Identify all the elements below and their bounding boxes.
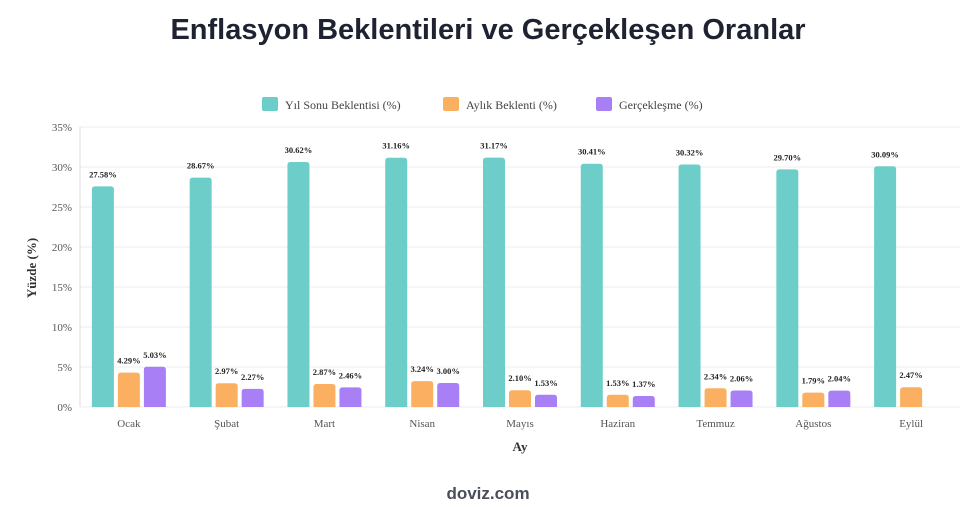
bar — [606, 394, 629, 407]
x-tick-label: Mayıs — [506, 418, 534, 430]
x-axis-title: Ay — [513, 439, 528, 454]
chart-title: Enflasyon Beklentileri ve Gerçekleşen Or… — [170, 14, 806, 46]
legend-label: Aylık Beklenti (%) — [466, 98, 557, 112]
bar — [215, 383, 238, 407]
data-label: 1.53% — [606, 378, 629, 388]
y-tick-label: 5% — [57, 362, 72, 374]
y-tick-label: 20% — [52, 242, 72, 254]
y-axis: 0% 5% 10% 15% 20% 25% 30% 35% — [52, 122, 81, 414]
data-label: 1.53% — [534, 378, 557, 388]
x-tick-label: Ağustos — [795, 418, 831, 430]
bar — [828, 390, 851, 407]
bar — [730, 390, 753, 407]
x-tick-label: Mart — [314, 418, 335, 430]
data-label: 2.46% — [339, 370, 362, 380]
bar — [776, 169, 799, 407]
y-tick-label: 25% — [52, 202, 72, 214]
x-tick-label: Haziran — [600, 418, 635, 430]
data-label: 2.47% — [899, 370, 922, 380]
data-label: 3.24% — [411, 364, 434, 374]
legend-swatch — [443, 97, 459, 111]
data-label: 30.41% — [578, 147, 606, 157]
bar — [874, 166, 897, 407]
legend-label: Yıl Sonu Beklentisi (%) — [285, 98, 401, 112]
bar — [632, 396, 655, 407]
x-tick-label: Eylül — [899, 418, 923, 430]
data-label: 2.10% — [508, 373, 531, 383]
bar — [802, 392, 825, 407]
bar — [189, 177, 212, 407]
data-label: 2.34% — [704, 371, 727, 381]
y-tick-label: 35% — [52, 122, 72, 134]
data-label: 27.58% — [89, 169, 117, 179]
data-label: 31.17% — [480, 141, 508, 151]
x-tick-label: Nisan — [409, 418, 435, 430]
data-label: 2.06% — [730, 374, 753, 384]
data-label: 1.79% — [802, 376, 825, 386]
bar — [385, 157, 408, 407]
y-tick-label: 0% — [57, 402, 72, 414]
x-tick-label: Temmuz — [696, 418, 734, 430]
bar — [509, 390, 531, 407]
bar — [580, 163, 603, 407]
data-label: 31.16% — [382, 141, 410, 151]
x-tick-label: Ocak — [117, 418, 141, 430]
data-label: 30.32% — [676, 147, 704, 157]
source-label: doviz.com — [446, 484, 530, 503]
bar — [704, 388, 727, 407]
y-tick-label: 30% — [52, 162, 72, 174]
data-label: 2.27% — [241, 372, 264, 382]
data-label: 30.09% — [871, 149, 899, 159]
legend-swatch — [262, 97, 278, 111]
bar — [437, 383, 460, 407]
bar — [678, 164, 701, 407]
y-tick-label: 15% — [52, 282, 72, 294]
data-labels: 27.58% 4.29%5.03% 28.67% 2.97%2.27% 30.62% 2.… — [89, 141, 923, 389]
data-label: 4.29% — [117, 356, 140, 366]
bar — [411, 381, 434, 407]
bar — [313, 384, 336, 407]
data-label: 2.87% — [313, 367, 336, 377]
data-label: 5.03% — [143, 350, 166, 360]
bar — [117, 372, 140, 407]
y-axis-title: Yüzde (%) — [24, 238, 39, 298]
bars — [91, 157, 923, 407]
data-label: 28.67% — [187, 161, 215, 171]
x-tick-label: Şubat — [214, 418, 239, 430]
legend: Yıl Sonu Beklentisi (%) Aylık Beklenti (%… — [262, 97, 703, 112]
bar — [339, 387, 362, 407]
data-label: 30.62% — [285, 145, 313, 155]
bar — [91, 186, 114, 407]
legend-swatch — [596, 97, 612, 111]
bar — [287, 162, 310, 407]
data-label: 2.04% — [828, 374, 851, 384]
bar — [535, 394, 557, 407]
data-label: 1.37% — [632, 379, 655, 389]
data-label: 2.97% — [215, 366, 238, 376]
legend-label: Gerçekleşme (%) — [619, 98, 703, 112]
bar — [143, 366, 166, 407]
bar — [241, 388, 264, 407]
data-label: 29.70% — [774, 152, 802, 162]
bar — [483, 157, 505, 407]
bar — [900, 387, 923, 407]
y-tick-label: 10% — [52, 322, 72, 334]
data-label: 3.00% — [437, 366, 460, 376]
x-axis: Ocak Şubat Mart Nisan Mayıs Haziran Temmuz Ağus… — [117, 418, 923, 430]
